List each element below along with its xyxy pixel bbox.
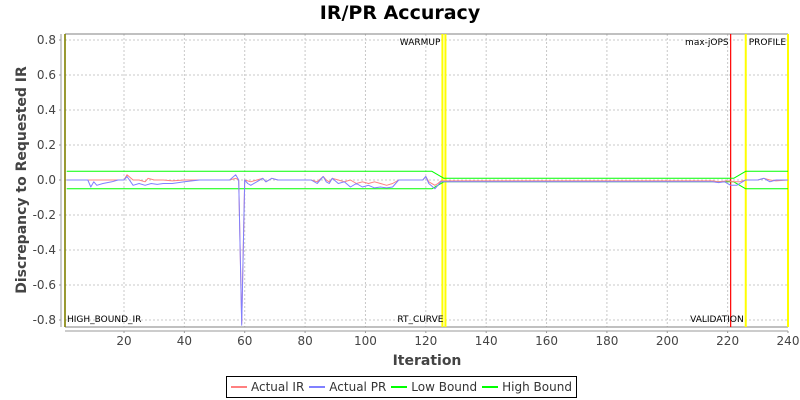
legend: Actual IR Actual PR Low Bound High Bound [226,376,577,398]
legend-item-high-bound: High Bound [482,380,572,394]
svg-text:-0.4: -0.4 [33,243,56,257]
svg-text:RT_CURVE: RT_CURVE [397,315,443,325]
svg-text:-0.2: -0.2 [33,208,56,222]
legend-swatch-actual-pr [309,386,326,388]
svg-text:HIGH_BOUND_IR: HIGH_BOUND_IR [67,315,141,325]
svg-text:200: 200 [656,334,679,348]
legend-label: Actual PR [329,380,387,394]
chart-title: IR/PR Accuracy [319,2,481,24]
legend-item-actual-pr: Actual PR [309,380,386,394]
svg-text:160: 160 [535,334,558,348]
svg-text:PROFILE: PROFILE [749,38,787,48]
svg-text:max-jOPS: max-jOPS [685,38,729,48]
svg-text:0.0: 0.0 [37,173,56,187]
svg-text:0.6: 0.6 [37,68,56,82]
svg-text:140: 140 [475,334,498,348]
svg-text:60: 60 [237,334,252,348]
legend-label: Low Bound [411,380,478,394]
legend-label: Actual IR [251,380,305,394]
svg-text:80: 80 [297,334,312,348]
svg-text:240: 240 [777,334,800,348]
svg-text:0.2: 0.2 [37,138,56,152]
svg-text:20: 20 [116,334,131,348]
svg-text:-0.8: -0.8 [33,313,56,327]
svg-text:220: 220 [716,334,739,348]
legend-label: High Bound [502,380,572,394]
svg-text:40: 40 [177,334,192,348]
legend-item-actual-ir: Actual IR [231,380,304,394]
legend-swatch-actual-ir [231,386,247,388]
svg-text:VALIDATION: VALIDATION [690,315,744,325]
svg-text:WARMUP: WARMUP [400,38,441,48]
x-axis-ticks: 20 40 60 80 100 120 140 160 180 200 220 240 [116,331,799,348]
svg-text:-0.6: -0.6 [33,278,56,292]
x-axis-label: Iteration [393,353,462,369]
y-axis-label: Discrepancy to Requested IR [14,66,30,294]
svg-text:120: 120 [414,334,437,348]
svg-text:180: 180 [595,334,618,348]
svg-text:100: 100 [354,334,377,348]
legend-item-low-bound: Low Bound [391,380,477,394]
gridlines [60,33,789,332]
legend-swatch-low-bound [391,386,408,388]
y-axis-ticks: 0.8 0.6 0.4 0.2 0.0 -0.2 -0.4 -0.6 -0.8 [33,33,61,327]
data-series [66,170,789,326]
svg-text:0.8: 0.8 [37,33,56,47]
legend-swatch-high-bound [482,386,499,388]
svg-text:0.4: 0.4 [37,103,56,117]
